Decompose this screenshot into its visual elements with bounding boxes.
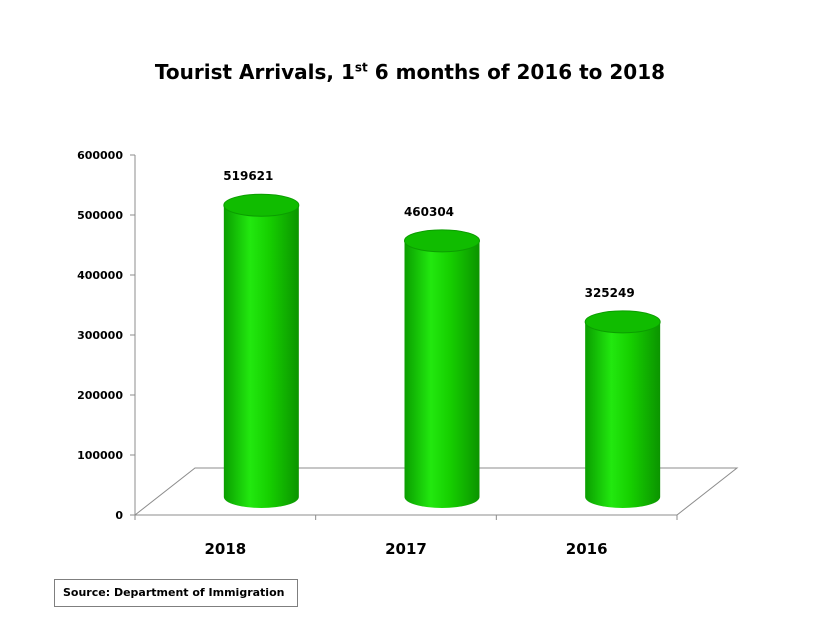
data-label: 519621 bbox=[223, 169, 273, 183]
category-label: 2016 bbox=[566, 540, 608, 558]
bar-top bbox=[223, 193, 300, 217]
y-tick-label: 0 bbox=[115, 509, 123, 522]
y-tick-label: 100000 bbox=[77, 449, 123, 462]
bar-top bbox=[584, 310, 661, 334]
y-tick-label: 200000 bbox=[77, 389, 123, 402]
bar bbox=[404, 229, 480, 509]
source-note: Source: Department of Immigration bbox=[54, 579, 298, 607]
bar bbox=[223, 193, 300, 508]
title-main: Tourist Arrivals, 1 bbox=[154, 60, 355, 84]
data-label: 460304 bbox=[404, 205, 454, 219]
category-label: 2018 bbox=[204, 540, 246, 558]
y-tick-label: 400000 bbox=[77, 269, 123, 282]
bar-body bbox=[223, 205, 299, 508]
bar-body bbox=[404, 240, 480, 509]
title-rest: 6 months of 2016 to 2018 bbox=[367, 60, 666, 84]
data-label: 325249 bbox=[585, 286, 635, 300]
title-sup: st bbox=[354, 60, 368, 75]
bar-top bbox=[404, 229, 480, 253]
chart-title: Tourist Arrivals, 1st 6 months of 2016 t… bbox=[0, 60, 820, 84]
y-tick-label: 600000 bbox=[77, 149, 123, 162]
bar-body bbox=[585, 321, 661, 508]
y-tick-label: 300000 bbox=[77, 329, 123, 342]
y-tick-label: 500000 bbox=[77, 209, 123, 222]
category-label: 2017 bbox=[385, 540, 427, 558]
bar bbox=[584, 310, 661, 508]
